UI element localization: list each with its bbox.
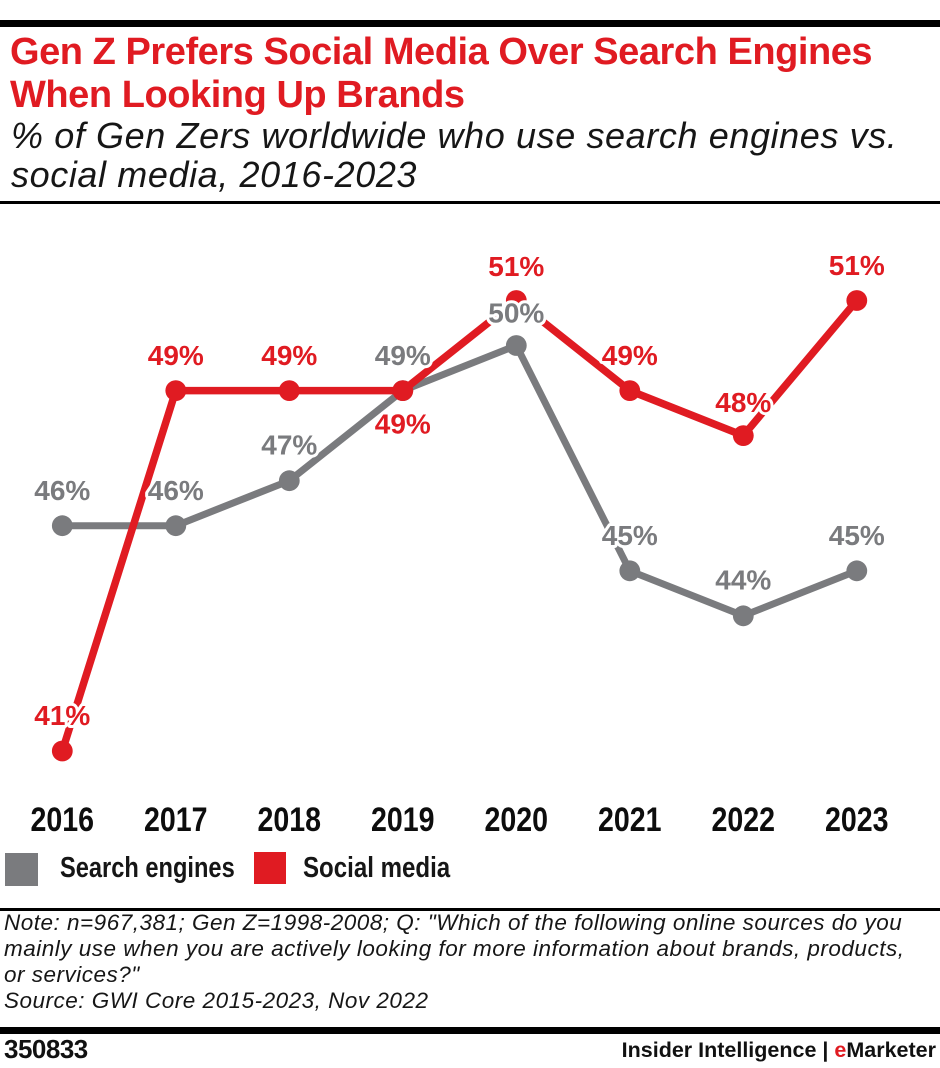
svg-text:2019: 2019 (371, 801, 435, 839)
svg-text:49%: 49% (602, 340, 658, 371)
svg-text:49%: 49% (261, 340, 317, 371)
svg-text:2023: 2023 (825, 801, 889, 839)
svg-text:51%: 51% (829, 250, 885, 281)
svg-text:2016: 2016 (31, 801, 95, 839)
svg-text:2021: 2021 (598, 801, 662, 839)
svg-text:45%: 45% (829, 520, 885, 551)
svg-text:44%: 44% (715, 565, 771, 596)
svg-text:47%: 47% (261, 430, 317, 461)
svg-text:46%: 46% (34, 475, 90, 506)
svg-text:49%: 49% (148, 340, 204, 371)
svg-text:2022: 2022 (712, 801, 776, 839)
svg-text:45%: 45% (602, 520, 658, 551)
svg-text:51%: 51% (488, 251, 544, 282)
svg-text:2017: 2017 (144, 801, 208, 839)
svg-text:46%: 46% (148, 475, 204, 506)
svg-text:48%: 48% (715, 387, 771, 418)
svg-text:49%: 49% (375, 409, 431, 440)
svg-text:2020: 2020 (485, 801, 549, 839)
svg-text:2018: 2018 (258, 801, 322, 839)
svg-text:49%: 49% (375, 340, 431, 371)
svg-text:50%: 50% (488, 298, 544, 329)
svg-text:41%: 41% (34, 700, 90, 731)
